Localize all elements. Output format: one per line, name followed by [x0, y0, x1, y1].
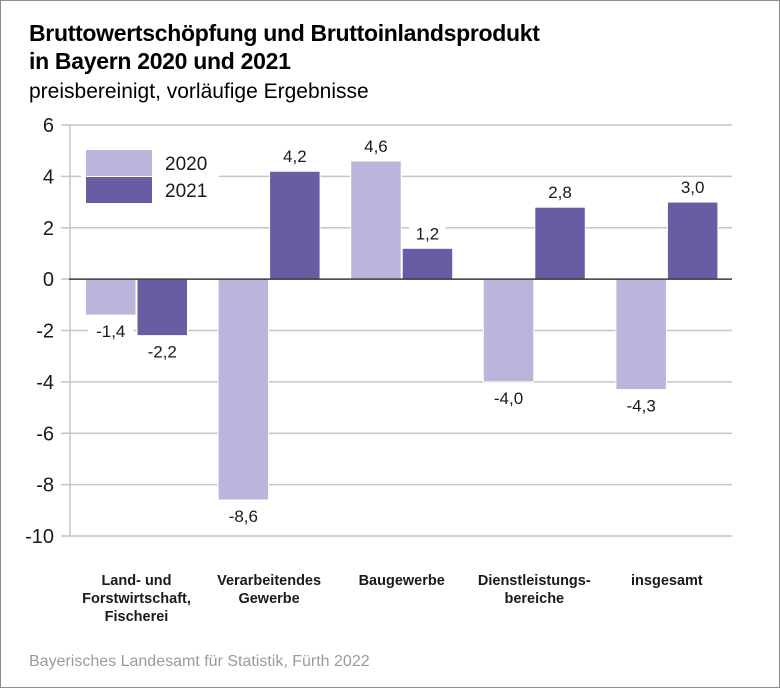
bar-2021 — [269, 170, 321, 280]
data-label-background — [139, 341, 186, 363]
legend-label-2021: 2021 — [165, 181, 207, 202]
category-labels: Land- und Forstwirtschaft, Fischerei Verarb… — [82, 573, 703, 625]
bar-2021 — [136, 278, 188, 337]
y-tick-label: 0 — [43, 269, 54, 291]
bar-2021 — [666, 201, 719, 280]
data-label-background — [220, 506, 267, 528]
category-label: Baugewerbe — [359, 573, 445, 589]
data-labels: -1,4 -2,2 -8,6 4,2 4,6 1,2 -4,0 2,8 -4,3 3,0 — [87, 135, 711, 528]
data-label-background — [485, 387, 532, 409]
y-tick-label: -2 — [36, 321, 54, 343]
bar-2020 — [85, 278, 137, 316]
data-label-background — [357, 135, 395, 157]
y-tick-label: -4 — [36, 372, 54, 394]
data-label-background — [87, 321, 134, 343]
y-tick-label: 4 — [43, 166, 54, 188]
category-label: insgesamt — [631, 573, 703, 589]
data-label-background — [674, 177, 711, 199]
bar-2020 — [615, 278, 667, 391]
bars — [85, 160, 719, 501]
bar-2020 — [350, 160, 402, 280]
legend-label-2020: 2020 — [165, 154, 207, 175]
y-tick-label: -8 — [36, 475, 54, 497]
category-label: Verarbeitendes — [217, 573, 321, 589]
y-tick-label: -6 — [36, 423, 54, 445]
data-label: -1,4 — [96, 322, 125, 341]
source-note: Bayerisches Landesamt für Statistik, Für… — [29, 653, 370, 670]
data-label: 3,0 — [681, 178, 705, 197]
category-label: Land- und — [101, 573, 171, 589]
category-label: bereiche — [504, 591, 564, 607]
data-label-background — [618, 395, 665, 417]
y-tick-label: 2 — [43, 218, 54, 240]
data-label: 4,2 — [283, 147, 307, 166]
y-tick-label: -10 — [25, 526, 54, 548]
bar-2021 — [534, 206, 586, 280]
bar-2021 — [401, 247, 454, 280]
category-label: Fischerei — [105, 609, 169, 625]
data-label: -8,6 — [229, 507, 258, 526]
chart-subtitle: preisbereinigt, vorläufige Ergebnisse — [29, 80, 369, 103]
data-label: 4,6 — [364, 137, 388, 156]
category-label: Gewerbe — [238, 591, 299, 607]
data-label: 2,8 — [548, 183, 572, 202]
chart-title-line-1: Bruttowertschöpfung und Bruttoinlandspro… — [29, 20, 540, 46]
category-label: Dienstleistungs- — [478, 573, 591, 589]
y-tick-label: 6 — [43, 115, 54, 137]
legend: 2020 2021 — [81, 146, 219, 206]
chart-title: Bruttowertschöpfung und Bruttoinlandspro… — [29, 19, 540, 75]
axes: 6 4 2 0 -2 -4 -6 -8 -10 — [25, 115, 732, 548]
bar-2020 — [217, 278, 270, 501]
legend-swatch-2020 — [86, 150, 152, 176]
data-label-background — [541, 182, 579, 204]
data-label: 1,2 — [416, 224, 440, 243]
chart-title-line-2: in Bayern 2020 und 2021 — [29, 48, 291, 74]
data-label-background — [276, 146, 314, 168]
data-label: -4,0 — [494, 389, 523, 408]
data-label: -4,3 — [627, 397, 656, 416]
category-label: Forstwirtschaft, — [82, 591, 191, 607]
data-label: -2,2 — [148, 343, 177, 362]
data-label-background — [409, 223, 446, 245]
legend-swatch-2021 — [86, 177, 152, 203]
bar-2020 — [482, 278, 535, 383]
